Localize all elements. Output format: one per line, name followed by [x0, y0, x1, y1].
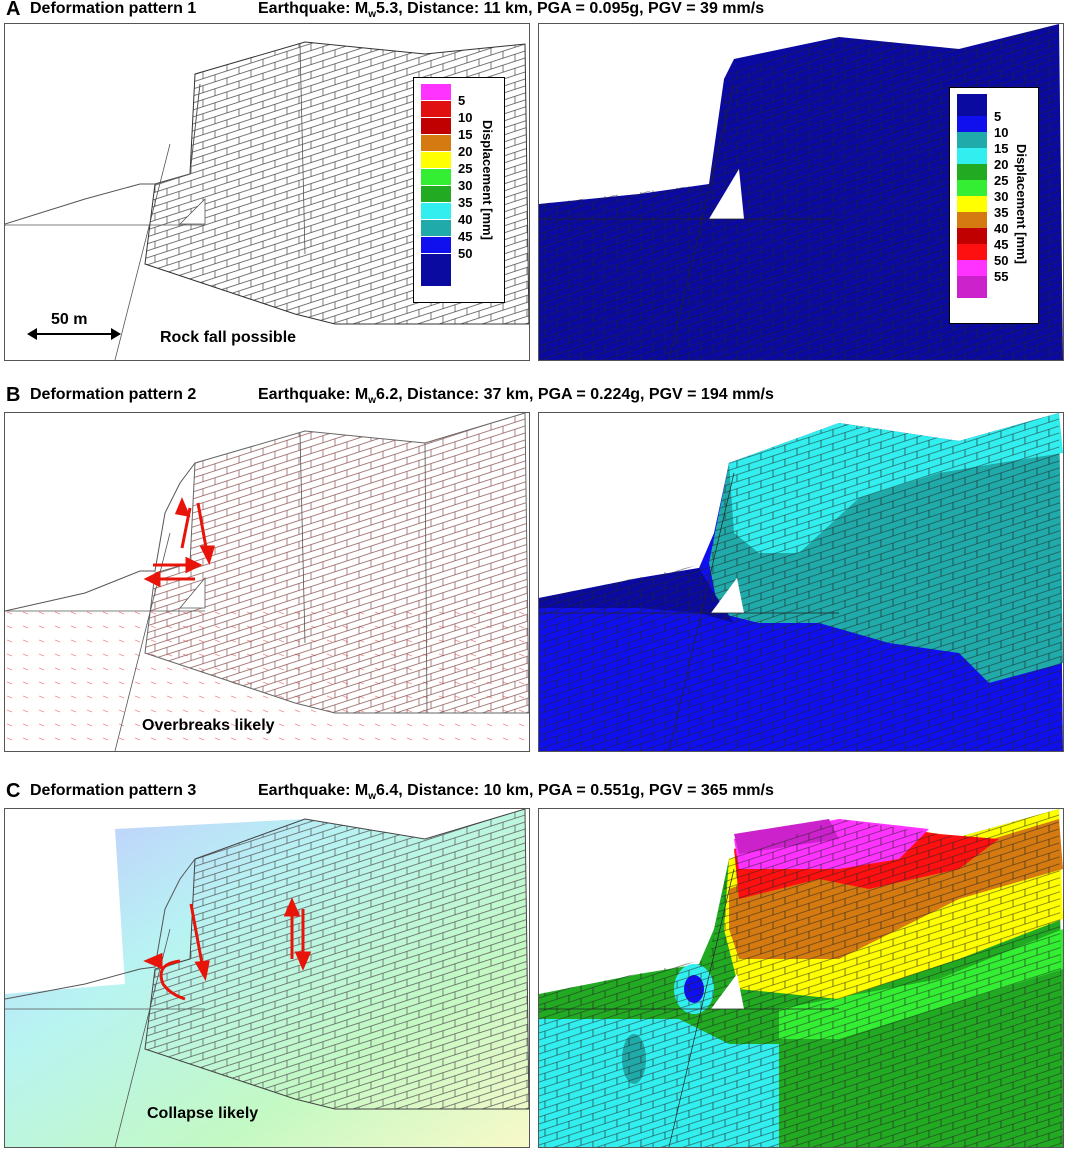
panel-b-letter: B: [6, 384, 21, 406]
legend-b-label: 25: [994, 173, 1009, 188]
panel-c-earthquake: Earthquake: Mw6.4, Distance: 10 km, PGA …: [258, 782, 774, 803]
legend-a-swatch-8: [421, 220, 451, 236]
panel-c-red-arrows: [143, 897, 312, 1001]
panel-b-annotation: Overbreaks likely: [142, 717, 275, 734]
legend-a-label: 45: [458, 229, 473, 244]
legend-b-label: 30: [994, 189, 1009, 204]
panel-c-letter: C: [6, 780, 21, 802]
legend-b-label: 55: [994, 269, 1009, 284]
legend-b-swatch-8: [957, 228, 987, 244]
legend-b-swatch-9: [957, 244, 987, 260]
legend-b-swatch-6: [957, 196, 987, 212]
legend-a-label: 50: [458, 246, 473, 261]
legend-a-label: 25: [458, 161, 473, 176]
panel-b-contour-plot: [538, 412, 1064, 752]
panel-a-right-legend: 5 10 15 20 25 30 35 40 45 50 55 Displace…: [949, 87, 1039, 324]
legend-b-label: 35: [994, 205, 1009, 220]
legend-a-swatch-5: [421, 169, 451, 185]
legend-a-swatch-1: [421, 101, 451, 117]
legend-b-label: 20: [994, 157, 1009, 172]
legend-b-swatch-1: [957, 116, 987, 132]
panel-b-title: Deformation pattern 2: [30, 386, 197, 403]
legend-b-label: 10: [994, 125, 1009, 140]
legend-b-swatch-0: [957, 94, 987, 116]
legend-a-swatch-3: [421, 135, 451, 151]
panel-b-mesh: [5, 413, 529, 751]
legend-a-label: 35: [458, 195, 473, 210]
legend-b-swatch-3: [957, 148, 987, 164]
panel-b-contour: [539, 413, 1063, 751]
legend-a-label: 15: [458, 127, 473, 142]
panel-c-contour-plot: [538, 808, 1064, 1148]
panel-c-contour: [539, 809, 1063, 1147]
legend-a-swatch-2: [421, 118, 451, 134]
legend-a-label: 40: [458, 212, 473, 227]
legend-b-title: Displacement [mm]: [1014, 144, 1029, 264]
legend-b-swatch-2: [957, 132, 987, 148]
panel-a-letter: A: [6, 0, 21, 20]
legend-a-swatch-4: [421, 152, 451, 168]
panel-a-earthquake: Earthquake: Mw5.3, Distance: 11 km, PGA …: [258, 0, 765, 21]
legend-b-label: 45: [994, 237, 1009, 252]
panel-a-vector-plot: 50 m Rock fall possible 5 10 15 20 25 30…: [4, 23, 530, 361]
legend-a-swatch-6: [421, 186, 451, 202]
legend-b-label: 50: [994, 253, 1009, 268]
panel-a-scale-arrow: [31, 333, 117, 335]
legend-b-label: 40: [994, 221, 1009, 236]
legend-a-label: 5: [458, 93, 466, 108]
legend-b-swatch-10: [957, 260, 987, 276]
panel-b-vector-plot: Overbreaks likely: [4, 412, 530, 752]
legend-a-label: 30: [458, 178, 473, 193]
panel-a-annotation: Rock fall possible: [160, 329, 297, 346]
legend-a-swatch-7: [421, 203, 451, 219]
panel-a-legend: 5 10 15 20 25 30 35 40 45 50 Displacemen…: [413, 77, 505, 303]
panel-c-title: Deformation pattern 3: [30, 782, 197, 799]
panel-a-scale-arrowhead-right: [111, 328, 121, 340]
panel-a-scale-label: 50 m: [51, 311, 88, 328]
legend-a-label: 20: [458, 144, 473, 159]
legend-b-swatch-11: [957, 276, 987, 298]
panel-c-annotation: Collapse likely: [147, 1105, 259, 1122]
legend-a-swatch-10: [421, 254, 451, 286]
legend-b-swatch-7: [957, 212, 987, 228]
panel-c-vector-plot: Collapse likely: [4, 808, 530, 1148]
legend-a-label: 10: [458, 110, 473, 125]
legend-a-title: Displacement [mm]: [480, 120, 495, 240]
legend-b-label: 5: [994, 109, 1002, 124]
panel-a-scale-arrowhead-left: [27, 328, 37, 340]
panel-a-contour: [539, 24, 1063, 360]
panel-a-title: Deformation pattern 1: [30, 0, 197, 17]
panel-b-red-arrows: [143, 497, 215, 588]
panel-c-mesh: [5, 809, 529, 1147]
legend-b-swatch-5: [957, 180, 987, 196]
panel-b-earthquake: Earthquake: Mw6.2, Distance: 37 km, PGA …: [258, 386, 774, 407]
panel-a-contour-plot: 5 10 15 20 25 30 35 40 45 50 55 Displace…: [538, 23, 1064, 361]
legend-a-swatch-0: [421, 84, 451, 100]
legend-b-swatch-4: [957, 164, 987, 180]
legend-a-swatch-9: [421, 237, 451, 253]
legend-b-label: 15: [994, 141, 1009, 156]
